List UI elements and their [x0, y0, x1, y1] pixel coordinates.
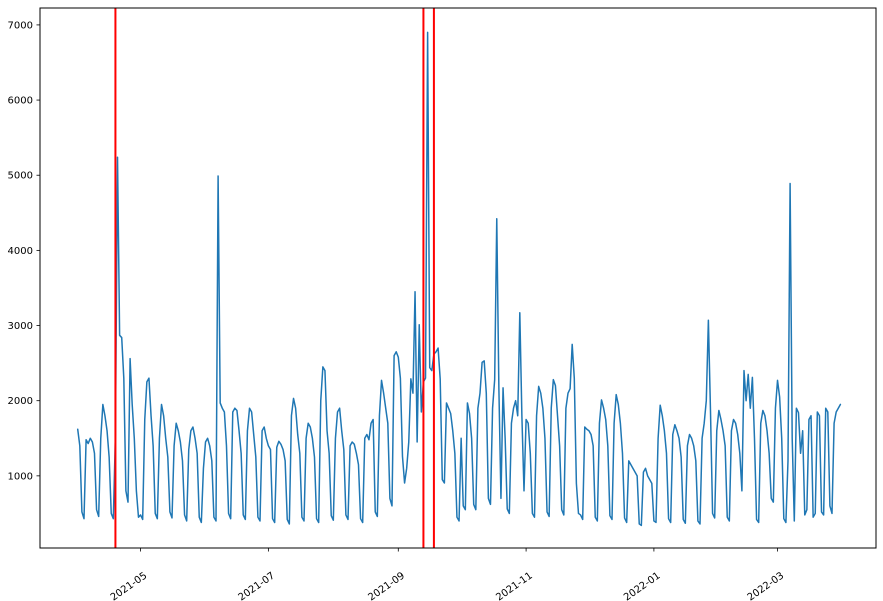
y-tick-label-2000: 2000 — [8, 396, 33, 407]
plot-border — [39, 7, 877, 549]
plot-background — [40, 8, 876, 548]
y-tick-label-1000: 1000 — [8, 471, 33, 482]
y-tick-label-5000: 5000 — [8, 171, 33, 182]
x-tick-label-2021-09: 2021-09 — [366, 570, 407, 601]
y-tick-label-4000: 4000 — [8, 246, 33, 257]
x-tick-label-2022-01: 2022-01 — [622, 570, 663, 601]
x-tick-label-2021-05: 2021-05 — [109, 570, 150, 601]
data-line-daily-values — [76, 31, 842, 527]
data-series — [76, 31, 842, 527]
y-tick-label-6000: 6000 — [8, 96, 33, 107]
x-axis: 2021-05 2021-07 2021-09 2021-11 2022-01 2022-… — [109, 548, 786, 601]
y-tick-label-3000: 3000 — [8, 321, 33, 332]
x-tick-label-2021-11: 2021-11 — [494, 570, 535, 601]
y-axis: 1000 2000 3000 4000 5000 6000 7000 — [8, 20, 40, 482]
event-vlines — [114, 8, 435, 548]
x-tick-label-2022-03: 2022-03 — [746, 570, 787, 601]
y-tick-label-7000: 7000 — [8, 20, 33, 31]
x-tick-label-2021-07: 2021-07 — [237, 570, 278, 601]
